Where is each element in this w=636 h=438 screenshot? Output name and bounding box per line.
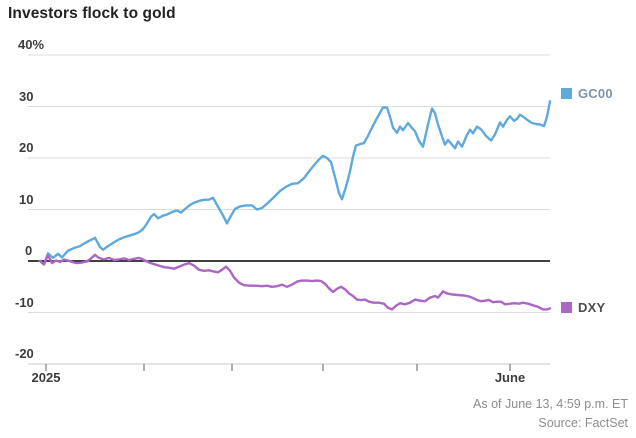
y-tick-label: 0 bbox=[25, 243, 33, 258]
y-tick-label: 20 bbox=[19, 140, 34, 155]
legend-item-dxy: DXY bbox=[561, 300, 605, 315]
series-line-gc00 bbox=[38, 100, 552, 266]
legend-item-gc00: GC00 bbox=[561, 86, 613, 101]
as-of-timestamp: As of June 13, 4:59 p.m. ET bbox=[473, 397, 628, 411]
chart-footer: As of June 13, 4:59 p.m. ET Source: Fact… bbox=[473, 395, 628, 433]
source-note: Source: FactSet bbox=[538, 416, 628, 430]
y-tick-label: 40% bbox=[18, 37, 45, 52]
y-tick-label: 30 bbox=[19, 88, 34, 104]
x-tick-label: June bbox=[494, 370, 526, 385]
y-tick-label: 10 bbox=[19, 191, 34, 207]
y-tick-label: -10 bbox=[15, 294, 34, 310]
y-tick-label: -20 bbox=[15, 346, 34, 361]
chart-title: Investors flock to gold bbox=[8, 5, 176, 22]
gc00-series-swatch-icon bbox=[561, 88, 572, 99]
x-tick-label: 2025 bbox=[31, 370, 61, 385]
legend-label-dxy: DXY bbox=[578, 300, 606, 315]
legend-label-gc00: GC00 bbox=[578, 86, 613, 101]
dxy-series-swatch-icon bbox=[561, 302, 572, 313]
series-line-dxy bbox=[38, 253, 552, 311]
